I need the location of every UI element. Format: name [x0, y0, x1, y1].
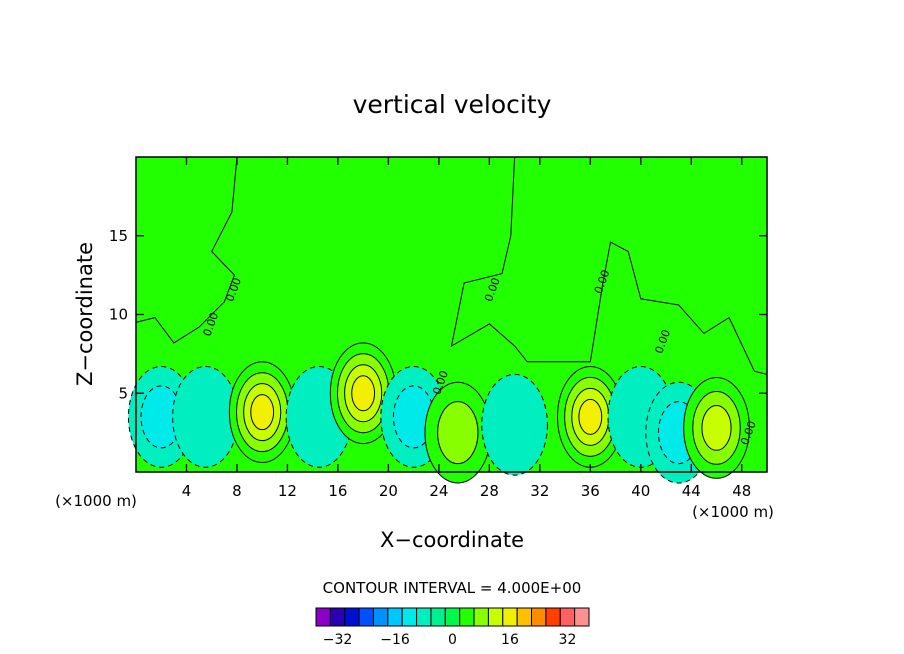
updraft-cell: [557, 365, 624, 468]
colorbar-swatch: [574, 607, 590, 627]
colorbar-swatch: [502, 607, 518, 627]
colorbar-tick-label: 16: [501, 632, 519, 648]
x-tick-label: 24: [429, 482, 448, 500]
y-tick-label: 5: [118, 384, 128, 402]
x-tick-label: 40: [631, 482, 650, 500]
contour-interval-text: CONTOUR INTERVAL = 4.000E+00: [323, 579, 582, 597]
colorbar-swatch: [516, 607, 533, 627]
colorbar-swatch: [459, 607, 475, 627]
updraft-cell: [329, 342, 397, 445]
x-tick-label: 48: [732, 482, 751, 500]
colorbar-swatch: [315, 607, 331, 627]
downdraft-cell: [481, 373, 548, 476]
colorbar-tick-label: −16: [380, 632, 410, 648]
x-tick-label: 20: [379, 482, 398, 500]
x-tick-label: 16: [328, 482, 347, 500]
x-tick-label: 44: [682, 482, 701, 500]
colorbar-swatch: [531, 607, 547, 627]
contour-level: [351, 375, 376, 412]
x-axis-label: X−coordinate: [380, 528, 524, 552]
contour-level: [172, 365, 239, 468]
updraft-cell: [683, 377, 750, 479]
colorbar-swatch: [401, 607, 418, 627]
y-axis-label: Z−coordinate: [73, 242, 97, 386]
plot-area: 0.000.000.000.00 0.000.000.00: [127, 156, 768, 484]
chart-title: vertical velocity: [353, 90, 552, 119]
colorbar-swatch: [545, 607, 561, 627]
colorbar-swatch: [430, 607, 446, 627]
colorbar-swatch: [416, 607, 432, 627]
colorbar-swatch: [329, 607, 346, 627]
x-tick-label: 32: [530, 482, 549, 500]
x-unit-right: (×1000 m): [692, 503, 774, 521]
colorbar-swatch: [487, 607, 504, 627]
downdraft-cell: [172, 365, 239, 468]
colorbar-swatch: [387, 607, 403, 627]
colorbar-tick-label: 0: [448, 632, 457, 648]
x-unit-left: (×1000 m): [55, 492, 137, 510]
updraft-cell: [228, 361, 296, 464]
colorbar-swatch: [444, 607, 461, 627]
x-tick-label: 28: [480, 482, 499, 500]
updraft-cell: [424, 381, 492, 484]
contour-level: [578, 398, 603, 435]
x-tick-label: 4: [182, 482, 192, 500]
contour-level: [481, 373, 548, 476]
x-tick-label: 36: [581, 482, 600, 500]
y-tick-label: 10: [109, 306, 128, 324]
y-tick-label: 15: [109, 227, 128, 245]
colorbar-tick-label: 32: [559, 632, 577, 648]
colorbar-swatch: [473, 607, 489, 627]
contour-level: [250, 394, 275, 431]
x-tick-label: 12: [278, 482, 297, 500]
colorbar-tick-label: −32: [323, 632, 353, 648]
colorbar-swatch: [372, 607, 389, 627]
contour-level: [701, 405, 732, 451]
contour-level: [437, 401, 479, 465]
colorbar-swatch: [358, 607, 374, 627]
zero-contour: [135, 156, 768, 375]
colorbar-swatch: [559, 607, 576, 627]
colorbar: −32 −16 0 16 32: [315, 607, 590, 648]
colorbar-swatch: [344, 607, 360, 627]
x-tick-label: 8: [232, 482, 242, 500]
